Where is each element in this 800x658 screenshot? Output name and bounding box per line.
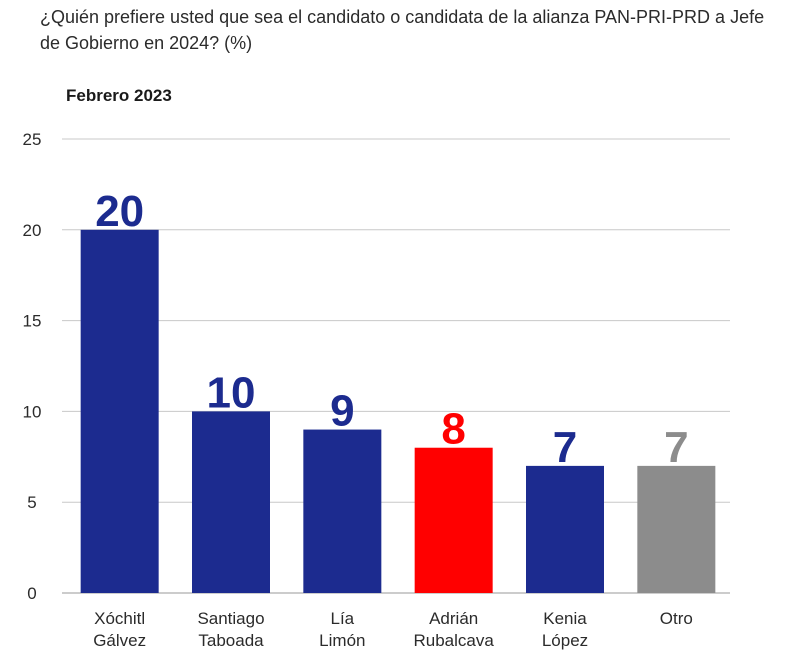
y-tick-label-5: 5 bbox=[27, 493, 36, 512]
y-tick-label-15: 15 bbox=[23, 312, 42, 331]
data-label-5: 7 bbox=[664, 423, 688, 472]
bar-2 bbox=[303, 429, 382, 593]
category-label-2-1: Limón bbox=[319, 631, 365, 650]
y-tick-label-10: 10 bbox=[23, 402, 42, 421]
chart-title: ¿Quién prefiere usted que sea el candida… bbox=[40, 7, 765, 53]
category-label-4-0: Kenia bbox=[543, 609, 587, 628]
chart-subtitle: Febrero 2023 bbox=[66, 86, 172, 105]
category-label-3-1: Rubalcava bbox=[414, 631, 495, 650]
data-label-1: 10 bbox=[207, 368, 256, 417]
bar-1 bbox=[192, 411, 270, 593]
category-label-5-0: Otro bbox=[660, 609, 693, 628]
category-label-0-1: Gálvez bbox=[93, 631, 146, 650]
y-tick-label-20: 20 bbox=[23, 221, 42, 240]
bar-0 bbox=[80, 229, 159, 594]
data-label-4: 7 bbox=[553, 423, 577, 472]
data-label-0: 20 bbox=[95, 187, 144, 236]
category-label-2-0: Lía bbox=[331, 609, 355, 628]
category-label-3-0: Adrián bbox=[429, 609, 478, 628]
category-label-1-1: Taboada bbox=[198, 631, 264, 650]
data-label-2: 9 bbox=[330, 387, 354, 436]
bar-5 bbox=[637, 465, 716, 593]
category-label-1-0: Santiago bbox=[197, 609, 264, 628]
y-tick-label-25: 25 bbox=[23, 130, 42, 149]
category-label-4-1: López bbox=[542, 631, 588, 650]
category-label-0-0: Xóchitl bbox=[94, 609, 145, 628]
bar-4 bbox=[526, 465, 604, 593]
y-tick-label-0: 0 bbox=[27, 584, 36, 603]
data-label-3: 8 bbox=[441, 405, 465, 454]
bar-3 bbox=[414, 447, 493, 593]
